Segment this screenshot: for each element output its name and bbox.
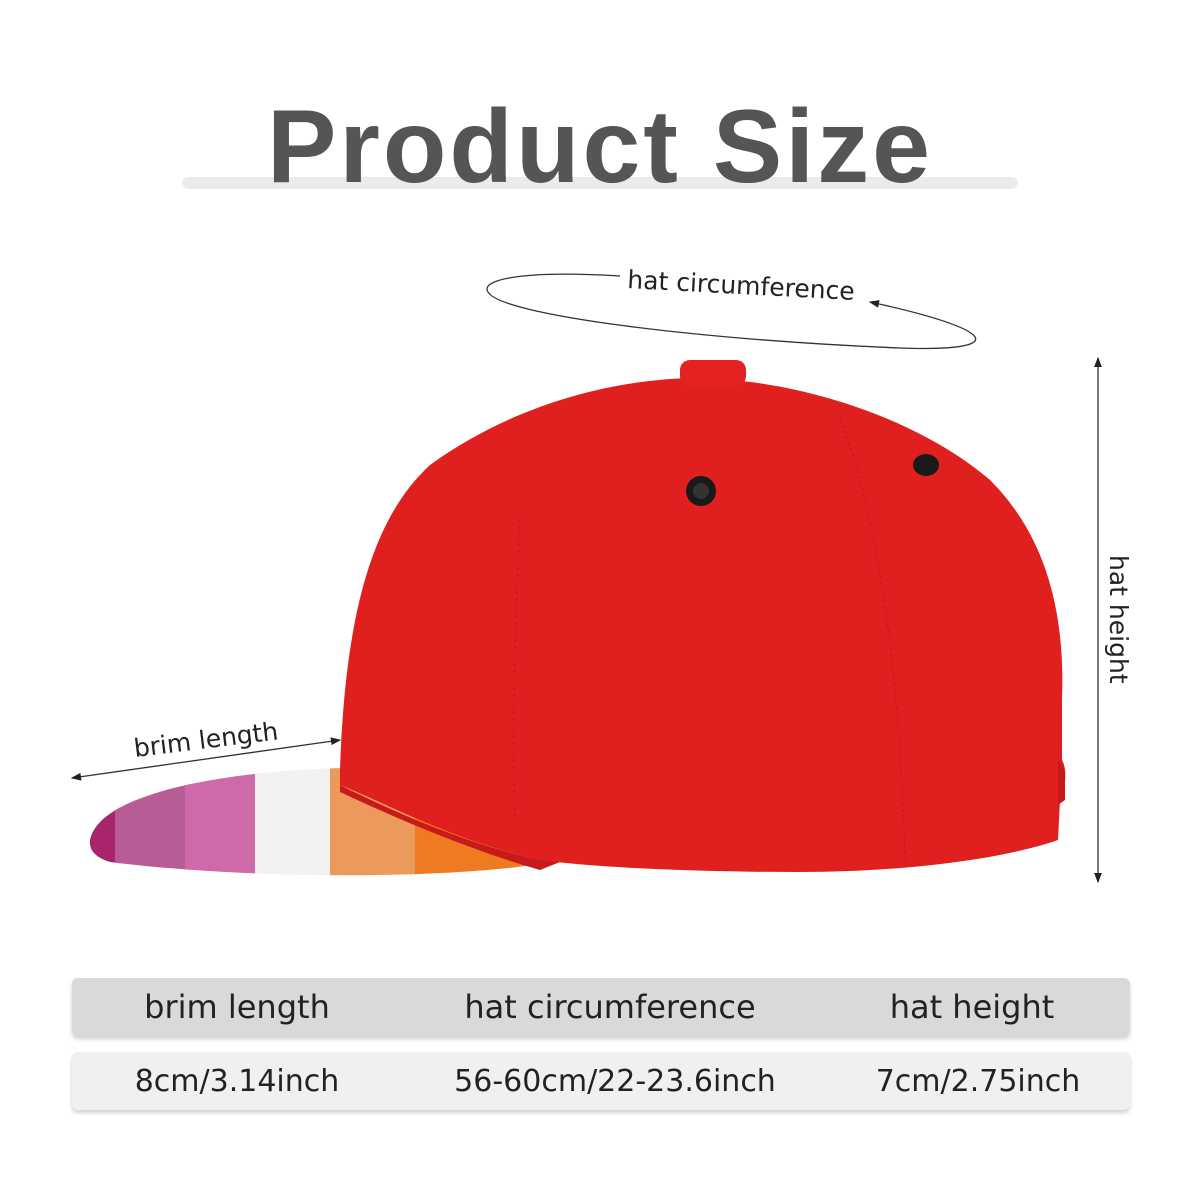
- title-underline: [182, 177, 1018, 189]
- value-hat-circumference: 56-60cm/22-23.6inch: [454, 1063, 776, 1099]
- height-label: hat height: [1104, 555, 1133, 684]
- page-title: Product Size: [267, 89, 933, 205]
- cap-crown: [340, 378, 1066, 872]
- brim-indicator: brim length: [70, 716, 342, 781]
- height-indicator: hat height: [1094, 356, 1133, 884]
- value-brim-length: 8cm/3.14inch: [134, 1063, 340, 1099]
- size-table-header: brim length hat circumference hat height: [72, 978, 1130, 1036]
- eyelet: [913, 454, 939, 476]
- value-hat-height: 7cm/2.75inch: [875, 1063, 1081, 1099]
- cap-button: [680, 360, 746, 386]
- size-table-values: 8cm/3.14inch 56-60cm/22-23.6inch 7cm/2.7…: [72, 1052, 1130, 1110]
- header-hat-circumference: hat circumference: [464, 988, 756, 1026]
- header-brim-length: brim length: [144, 988, 330, 1026]
- cap-illustration: hat circumference hat height brim length: [70, 265, 1133, 884]
- circumference-label: hat circumference: [627, 265, 856, 306]
- header-hat-height: hat height: [889, 988, 1055, 1026]
- brim-label: brim length: [132, 716, 280, 762]
- circumference-indicator: hat circumference: [486, 265, 977, 350]
